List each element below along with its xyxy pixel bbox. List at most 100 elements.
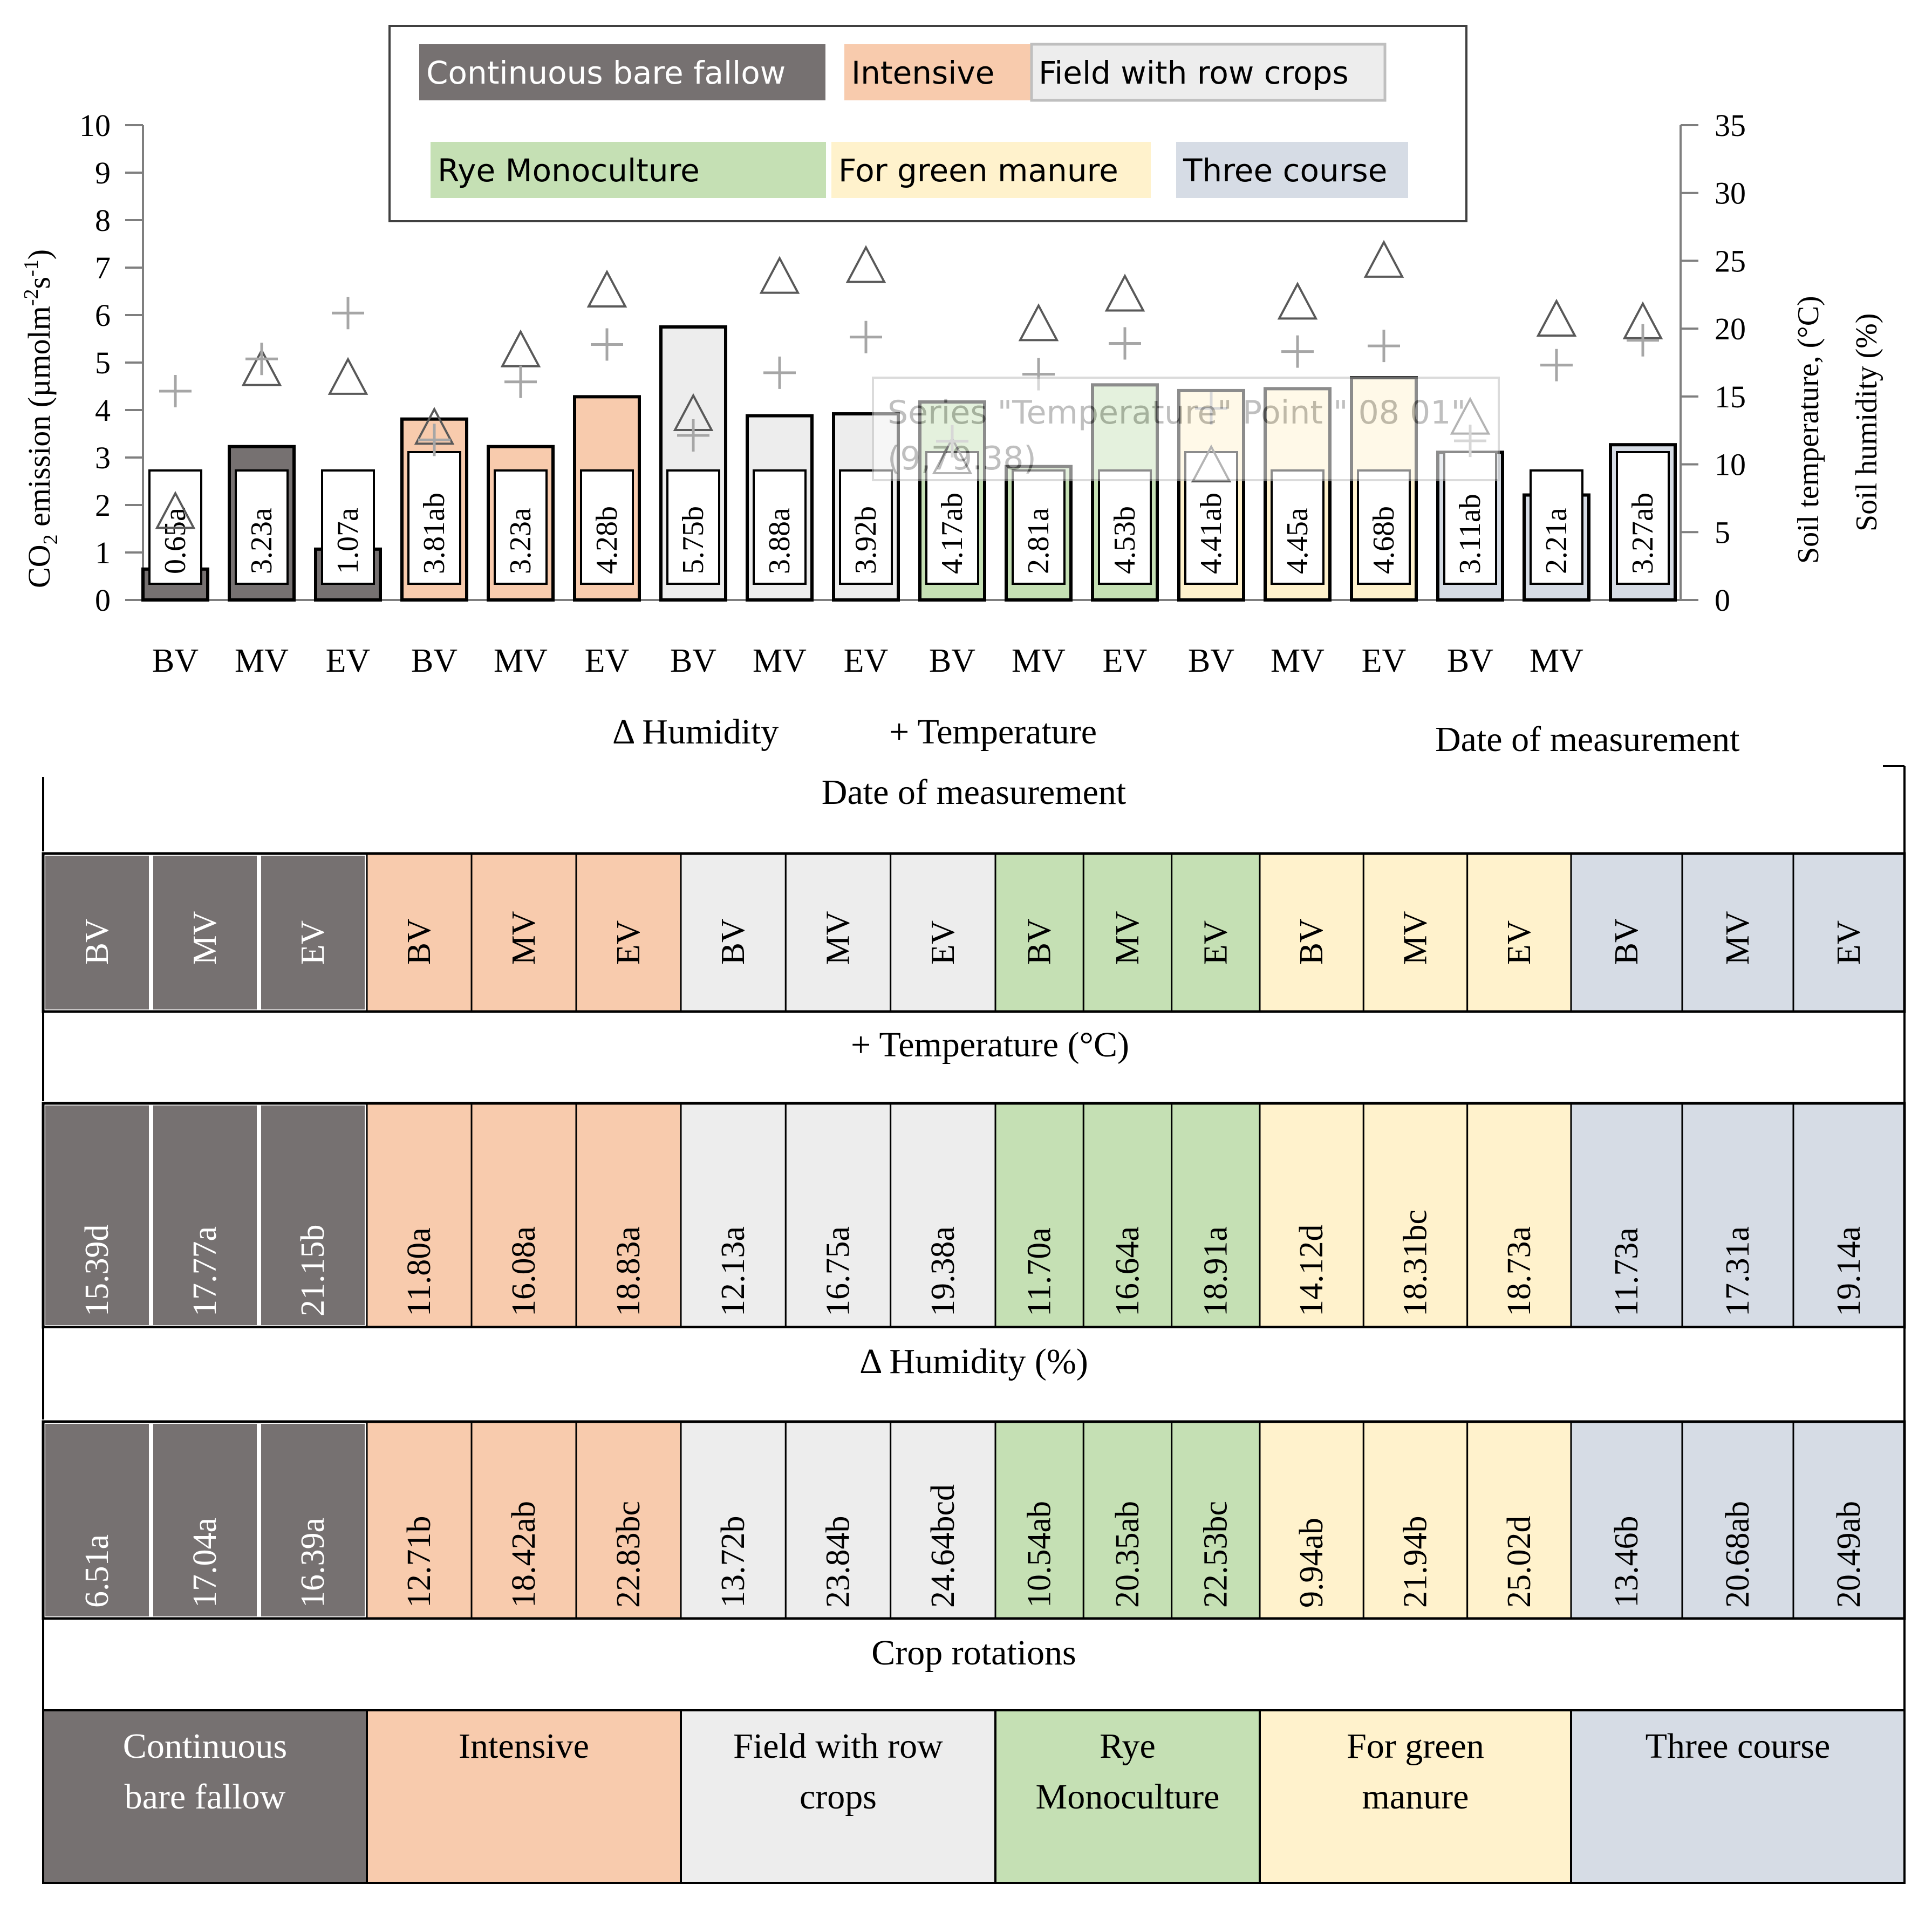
temperature-text: 18.31bc (1397, 1210, 1434, 1316)
rotation-label-line1: Intensive (459, 1726, 589, 1766)
date-text: BV (1608, 918, 1645, 965)
temperature-text: 19.14a (1831, 1226, 1867, 1316)
humidity-cell (366, 1421, 473, 1620)
rotation-label-line1: Three course (1646, 1726, 1831, 1766)
co2-value-label: 3.81ab (418, 493, 451, 574)
tooltip: Series "Temperature" Point " 08 01" (9,7… (872, 377, 1500, 481)
date-text: MV (1397, 911, 1434, 965)
legend-label-row: Field with row crops (1039, 54, 1349, 91)
humidity-cell (470, 1421, 577, 1620)
humidity-text: 6.51a (79, 1534, 115, 1608)
date-cell (1171, 852, 1261, 1013)
temperature-cell (680, 1102, 787, 1328)
x-category-label: MV (494, 643, 548, 679)
left-tick-label: 1 (95, 535, 111, 570)
rotation-label-line1: Continuous (123, 1726, 287, 1766)
right-tick-label: 35 (1715, 108, 1746, 143)
humidity-header-band (42, 1326, 1906, 1423)
legend-label-rye: Rye Monoculture (438, 152, 700, 189)
rotation-cell (1570, 1709, 1906, 1884)
humidity-text: 20.35ab (1109, 1501, 1146, 1608)
rotation-label-line2: crops (800, 1777, 877, 1817)
rotation-cell (1259, 1709, 1572, 1884)
rotation-cell (680, 1709, 996, 1884)
chart: 0 1 2 3 4 5 6 7 8 9 10 0 5 10 15 20 25 30 35 0.65a 3.23a 1.… (20, 25, 1883, 759)
date-text: MV (1109, 911, 1146, 965)
humidity-cell (994, 1421, 1084, 1620)
x-category-label: EV (585, 643, 630, 679)
temperature-row: 15.39d 17.77a 21.15b 11.80a 16.08a 18.83a 12.1… (41, 1101, 1906, 1329)
left-tick-label: 6 (95, 298, 111, 333)
humidity-cell (1259, 1421, 1364, 1620)
co2-value-box (580, 469, 634, 585)
temperature-marker (245, 343, 278, 376)
x-category-label: BV (1447, 643, 1493, 679)
co2-value-box (235, 469, 289, 585)
rotation-label-line2: Monoculture (1036, 1777, 1220, 1817)
co2-value-label: 4.28b (590, 506, 624, 574)
temperature-marker (159, 375, 192, 408)
humidity-row: 6.51a 17.04a 16.39a 12.71b 18.42ab 22.83bc 13.… (41, 1419, 1906, 1621)
temperature-header-title: + Temperature (°C) (851, 1025, 1129, 1064)
humidity-text: 16.39a (295, 1518, 331, 1608)
right-axis-label-temperature: Soil temperature, (°C) (1792, 296, 1825, 564)
legend-swatch-rye (431, 142, 826, 198)
date-text: EV (1197, 920, 1234, 965)
co2-value-label: 3.88a (763, 508, 796, 574)
humidity-cell (1466, 1421, 1572, 1620)
co2-value-label: 3.11ab (1453, 494, 1487, 574)
co2-value-label: 1.07a (331, 508, 365, 574)
humidity-marker (1363, 240, 1404, 278)
humidity-cell (1171, 1421, 1261, 1620)
temperature-text: 16.75a (820, 1226, 857, 1316)
date-text: MV (506, 911, 542, 965)
rotation-cell (994, 1709, 1261, 1884)
temperature-text: 17.31a (1719, 1226, 1756, 1316)
date-text: BV (79, 918, 115, 965)
date-text: BV (1021, 918, 1058, 965)
humidity-cell (1792, 1421, 1906, 1620)
date-text: BV (1293, 918, 1330, 965)
humidity-cell (575, 1421, 682, 1620)
date-text: EV (1831, 920, 1867, 965)
humidity-text: 21.94b (1397, 1516, 1434, 1608)
x-category-label: BV (411, 643, 458, 679)
date-header-title: Date of measurement (822, 773, 1126, 812)
date-cell (470, 852, 577, 1013)
humidity-text: 9.94ab (1293, 1518, 1330, 1608)
co2-value-box (753, 469, 807, 585)
co2-value-label: 4.45a (1281, 508, 1314, 574)
x-category-label: MV (1271, 643, 1325, 679)
temperature-text: 19.38a (925, 1226, 961, 1316)
x-category-label: MV (235, 643, 289, 679)
temperature-text: 18.83a (610, 1226, 647, 1316)
left-ticks: 0 1 2 3 4 5 6 7 8 9 10 (79, 108, 143, 618)
rotation-header-band (42, 1617, 1906, 1711)
humidity-text: 24.64bcd (925, 1484, 961, 1608)
left-tick-label: 3 (95, 440, 111, 475)
date-cell (1570, 852, 1683, 1013)
x-category-label: BV (670, 643, 716, 679)
left-tick-label: 2 (95, 488, 111, 523)
date-text: MV (187, 911, 223, 965)
humidity-cell (1681, 1421, 1794, 1620)
rotation-row: Continuous bare fallow Intensive Field with… (42, 1709, 1906, 1884)
left-tick-label: 4 (95, 393, 111, 428)
x-category-label: EV (326, 643, 371, 679)
temperature-marker (418, 424, 450, 456)
co2-value-box (494, 469, 548, 585)
temperature-cell (1681, 1102, 1794, 1328)
legend-temperature-marker: + Temperature (889, 712, 1097, 752)
humidity-header-title: Δ Humidity (%) (859, 1342, 1088, 1381)
legend-label-green-manure: For green manure (838, 152, 1118, 189)
temperature-cell (890, 1102, 996, 1328)
temperature-marker (763, 356, 796, 389)
humidity-marker (1277, 282, 1318, 320)
temperature-marker (850, 320, 882, 353)
temperature-marker (1368, 330, 1400, 363)
humidity-text: 12.71b (401, 1516, 438, 1608)
right-tick-label: 5 (1715, 515, 1730, 550)
humidity-text: 22.83bc (610, 1501, 647, 1608)
temperature-cell (1171, 1102, 1261, 1328)
tooltip-line-1: Series "Temperature" Point " 08 01" (888, 394, 1466, 432)
